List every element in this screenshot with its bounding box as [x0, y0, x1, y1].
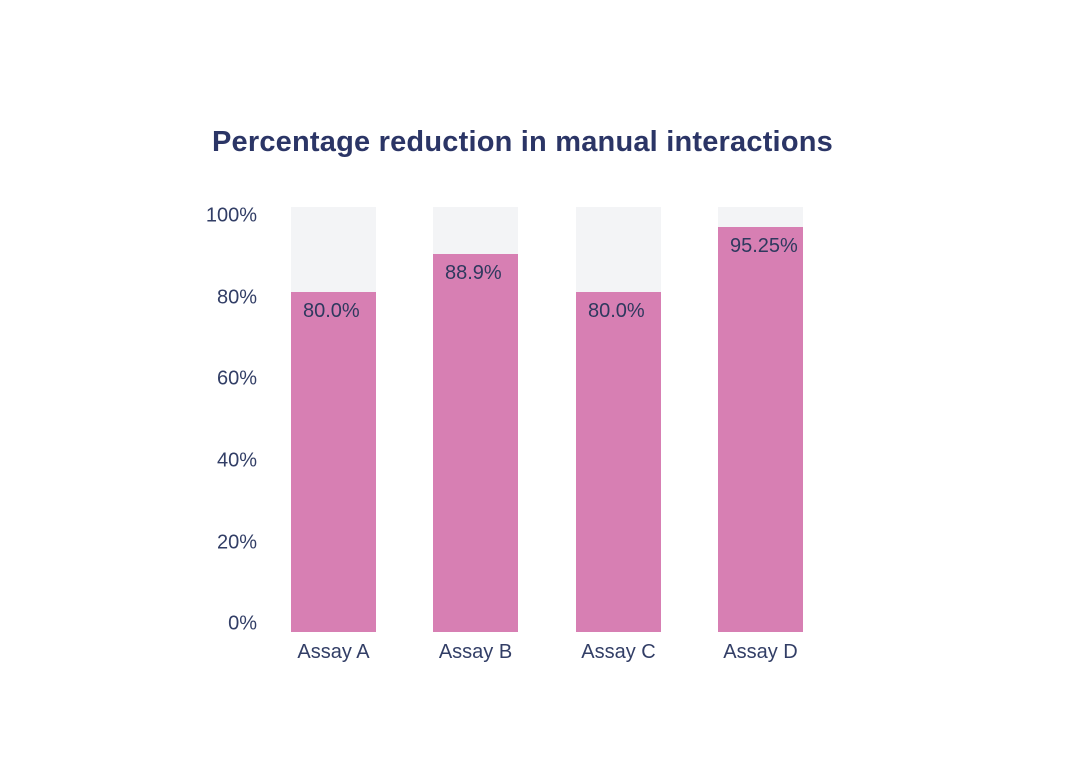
bar-value-label: 88.9%	[445, 262, 502, 285]
y-axis-tick-80: 80%	[216, 286, 257, 309]
bar-track: 95.25%	[718, 207, 803, 632]
bar-track: 80.0%	[576, 207, 661, 632]
x-axis-label-assay-d: Assay D	[723, 641, 798, 663]
y-axis-tick-100: 100%	[205, 204, 257, 227]
y-axis-tick-20: 20%	[216, 531, 257, 554]
bar-assay-c: 80.0% Assay C	[576, 207, 661, 663]
chart-title: Percentage reduction in manual interacti…	[212, 126, 833, 158]
bar-track: 80.0%	[291, 207, 376, 632]
bar-assay-a: 80.0% Assay A	[291, 207, 376, 663]
bar-fill: 80.0%	[291, 292, 376, 632]
x-axis-label-assay-a: Assay A	[297, 641, 370, 663]
bar-fill: 88.9%	[433, 254, 518, 632]
x-axis-label-assay-b: Assay B	[438, 641, 513, 663]
y-axis-tick-0: 0%	[228, 612, 257, 635]
bar-fill: 95.25%	[718, 227, 803, 632]
x-axis-label-assay-c: Assay C	[581, 641, 656, 663]
bar-value-label: 80.0%	[303, 300, 360, 322]
bar-assay-d: 95.25% Assay D	[718, 207, 803, 663]
bar-value-label: 80.0%	[588, 300, 645, 322]
bar-assay-b: 88.9% Assay B	[433, 207, 518, 663]
bar-fill: 80.0%	[576, 292, 661, 632]
bar-value-label: 95.25%	[730, 235, 798, 258]
y-axis-tick-60: 60%	[216, 367, 257, 390]
bar-track: 88.9%	[433, 207, 518, 632]
y-axis-tick-40: 40%	[216, 449, 257, 472]
